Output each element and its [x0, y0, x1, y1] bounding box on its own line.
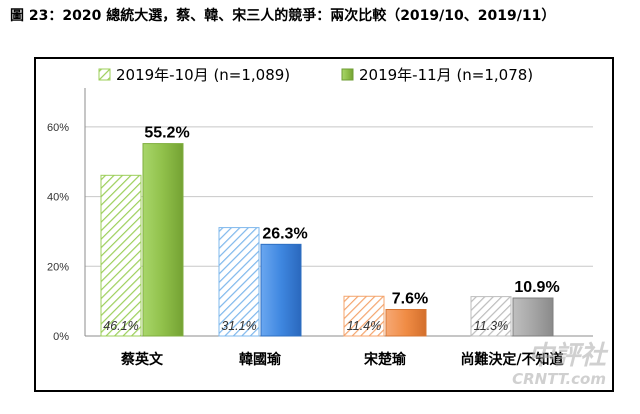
legend-swatch — [341, 68, 354, 81]
bar — [343, 295, 385, 337]
data-label-nov: 55.2% — [144, 125, 189, 142]
watermark-en: CRNTT.com — [512, 370, 606, 388]
legend-label: 2019年-10月 (n=1,089) — [116, 66, 290, 84]
bar — [470, 296, 512, 337]
y-tick-label: 20% — [47, 261, 69, 273]
data-label-nov: 26.3% — [262, 225, 307, 242]
legend-label: 2019年-11月 (n=1,078) — [359, 66, 533, 84]
bar — [385, 309, 427, 337]
watermark: 中評社 CRNTT.com — [466, 342, 606, 392]
category-label: 蔡英文 — [120, 351, 164, 368]
data-label-oct: 11.3% — [474, 319, 509, 333]
bar — [218, 227, 260, 337]
bar — [142, 143, 184, 337]
data-label-nov: 10.9% — [514, 279, 559, 296]
bar — [512, 297, 554, 337]
data-label-nov: 7.6% — [392, 291, 428, 308]
data-label-oct: 11.4% — [347, 319, 382, 333]
y-tick-label: 40% — [47, 192, 69, 204]
y-tick-label: 60% — [47, 122, 69, 134]
chart-title: 圖 23：2020 總統大選，蔡、韓、宋三人的競爭：兩次比較（2019/10、2… — [10, 8, 556, 24]
category-label: 尚難決定/不知道 — [460, 351, 563, 368]
legend-swatch — [98, 68, 111, 81]
bar — [260, 243, 302, 337]
watermark-cn: 中評社 — [527, 341, 606, 371]
bar — [100, 174, 142, 337]
data-label-oct: 46.1% — [103, 319, 138, 333]
category-label: 宋楚瑜 — [363, 351, 407, 368]
category-label: 韓國瑜 — [239, 351, 282, 368]
data-label-oct: 31.1% — [221, 319, 256, 333]
y-tick-label: 0% — [53, 331, 69, 343]
